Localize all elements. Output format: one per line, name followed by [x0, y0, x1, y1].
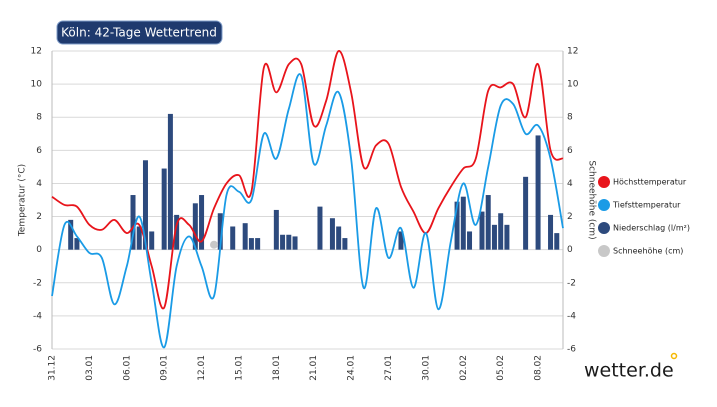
precip-bar — [199, 195, 205, 250]
legend-marker — [598, 222, 610, 234]
legend-label: Tiefsttemperatur — [612, 201, 681, 210]
x-tick-label: 15.01 — [234, 355, 244, 381]
precip-bar — [342, 238, 348, 250]
precip-bar — [504, 224, 510, 250]
y-tick-label: -6 — [33, 345, 42, 355]
chart-title: Köln: 42-Tage Wettertrend — [61, 26, 217, 40]
precip-bar — [242, 223, 248, 250]
precip-bar — [149, 231, 155, 250]
x-tick-label: 31.12 — [48, 355, 58, 381]
precip-bar — [255, 238, 261, 250]
precip-bar — [280, 234, 286, 250]
y2-tick-label: 2 — [567, 212, 573, 222]
temperature-line — [51, 50, 564, 310]
y-tick-label: 10 — [31, 80, 43, 90]
x-tick-label: 24.01 — [347, 355, 357, 381]
brand-dot — [670, 352, 678, 360]
y-axis-title: Temperatur (°C) — [18, 164, 28, 237]
precip-bar — [273, 209, 279, 250]
y2-tick-label: 4 — [567, 179, 573, 189]
y-tick-label: -2 — [33, 278, 42, 288]
x-tick-label: 27.01 — [384, 355, 394, 381]
y2-tick-label: -2 — [567, 278, 576, 288]
precip-bar — [467, 231, 473, 250]
y2-tick-label: 0 — [567, 245, 573, 255]
y-tick-label: 0 — [36, 245, 42, 255]
legend-marker — [598, 176, 610, 188]
precip-bar — [398, 231, 404, 250]
title-box — [56, 20, 223, 45]
x-tick-label: 05.02 — [496, 355, 506, 381]
x-tick-label: 08.02 — [534, 355, 544, 381]
precip-bar — [554, 233, 560, 250]
x-tick-label: 12.01 — [197, 355, 207, 381]
legend-label: Niederschlag (l/m²) — [613, 224, 690, 233]
precip-bar — [317, 206, 323, 250]
y2-tick-label: -4 — [567, 311, 576, 321]
x-tick-label: 02.02 — [459, 355, 469, 381]
y2-tick-label: 6 — [567, 146, 573, 156]
precip-bar — [491, 224, 497, 250]
precip-bar — [68, 219, 74, 250]
y2-tick-label: 8 — [567, 113, 573, 123]
y2-tick-label: 10 — [567, 80, 579, 90]
y-tick-label: 4 — [36, 179, 42, 189]
precip-bar — [479, 211, 485, 250]
y2-axis-title: Schneehöhe (cm) — [587, 160, 597, 239]
precip-bar — [485, 195, 491, 250]
precip-bar — [460, 196, 466, 250]
precip-bar — [336, 226, 342, 250]
precip-bar — [74, 238, 80, 250]
precip-bar — [286, 234, 292, 250]
snow-point — [210, 240, 219, 249]
x-tick-label: 18.01 — [272, 355, 282, 381]
precip-bar — [167, 113, 173, 250]
precip-bar — [292, 236, 298, 250]
precip-bar — [548, 214, 554, 250]
precip-bar — [498, 213, 504, 250]
precip-bar — [130, 195, 136, 250]
y2-tick-label: 12 — [567, 47, 578, 57]
precip-bar — [192, 203, 198, 250]
precip-bar — [248, 238, 254, 250]
legend-label: Schneehöhe (cm) — [613, 247, 683, 256]
y-tick-label: 12 — [31, 47, 42, 57]
y-tick-label: 8 — [36, 113, 42, 123]
y-tick-label: 2 — [36, 212, 42, 222]
y-tick-label: 6 — [36, 146, 42, 156]
x-tick-label: 06.01 — [122, 355, 132, 381]
precip-bar — [454, 201, 460, 250]
precip-bar — [174, 214, 180, 250]
precip-bar — [230, 226, 236, 250]
brand-logo: wetter.de — [584, 360, 674, 382]
precip-bar — [136, 226, 142, 250]
precip-bar — [161, 168, 167, 250]
precip-bar — [523, 176, 529, 250]
legend-marker — [598, 199, 610, 211]
precip-bar — [535, 135, 541, 250]
x-tick-label: 30.01 — [421, 355, 431, 381]
x-tick-label: 09.01 — [160, 355, 170, 381]
legend-marker — [598, 245, 610, 257]
temperature-line — [51, 73, 564, 349]
y2-tick-label: -6 — [567, 345, 576, 355]
x-tick-label: 21.01 — [309, 355, 319, 381]
precip-bar — [329, 218, 335, 250]
precip-bar — [142, 160, 148, 250]
y-tick-label: -4 — [33, 311, 42, 321]
legend-label: Höchsttemperatur — [613, 178, 687, 187]
precip-bar — [217, 213, 223, 250]
x-tick-label: 03.01 — [85, 355, 95, 381]
